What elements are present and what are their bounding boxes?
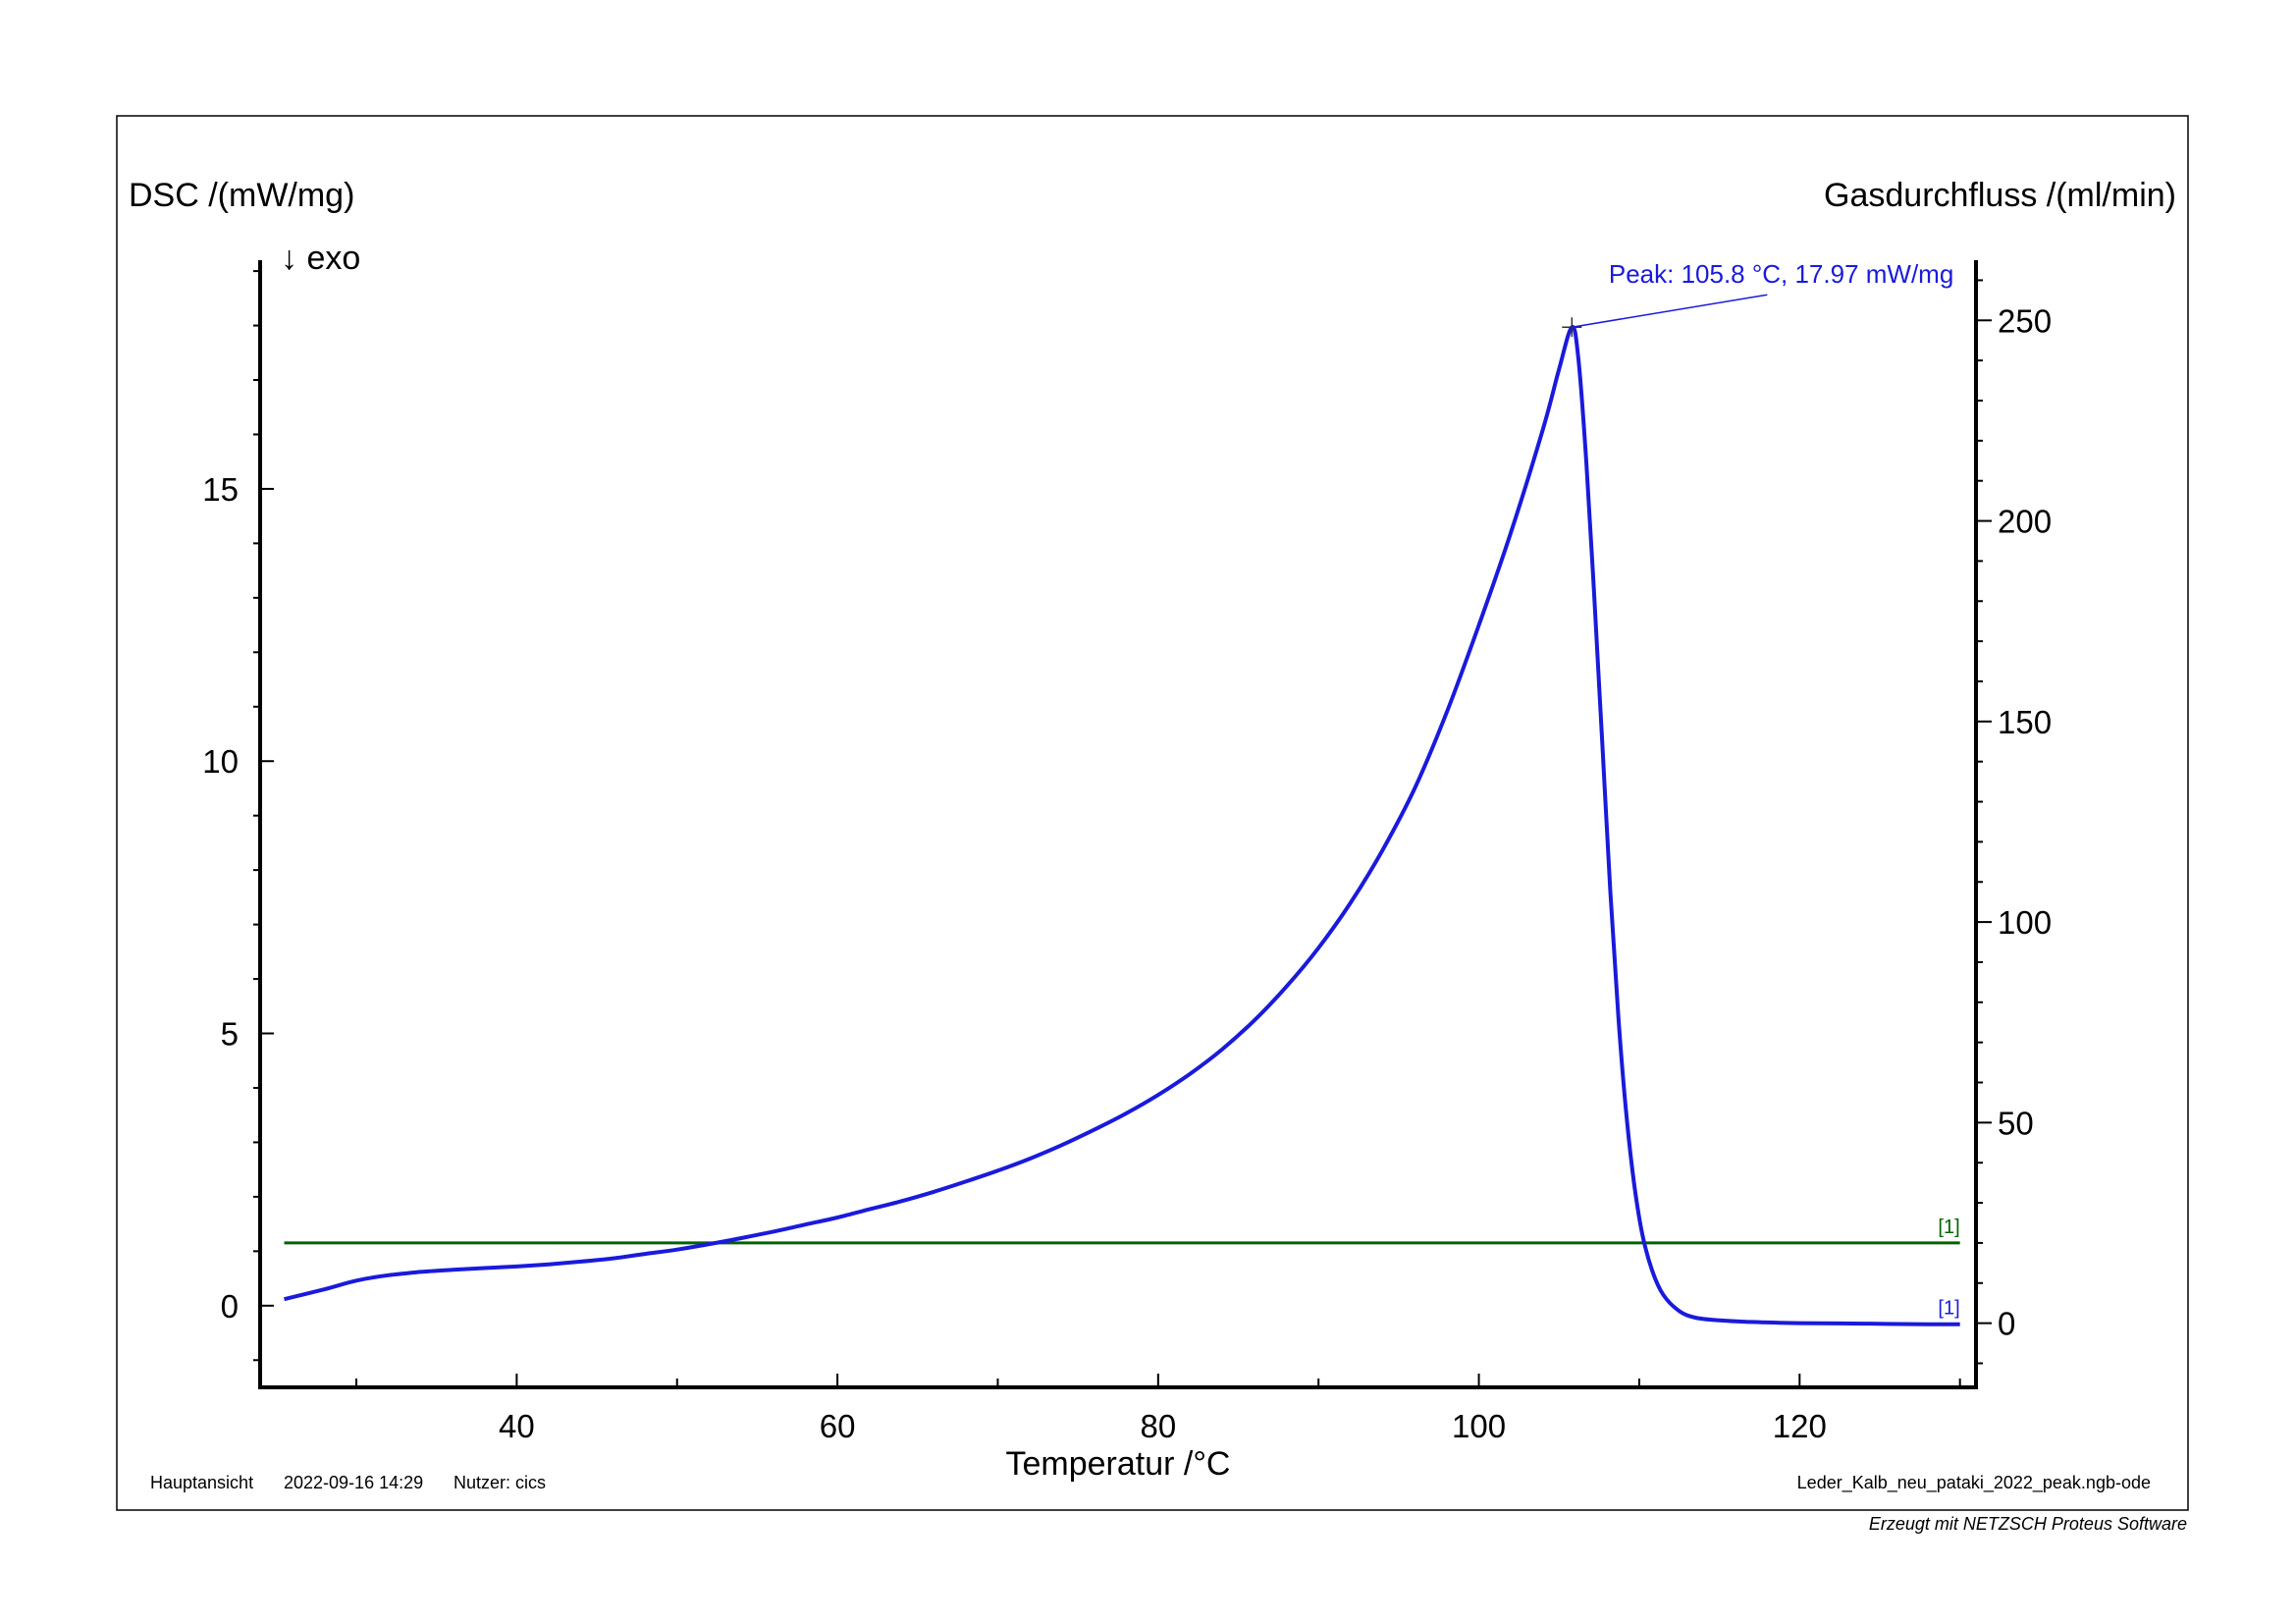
footer-software: Erzeugt mit NETZSCH Proteus Software [1869,1514,2187,1534]
x-tick-label: 60 [820,1408,856,1444]
y-right-tick-label: 200 [1998,504,2052,540]
dsc-curve [284,325,1960,1326]
chart-frame [116,115,2189,1511]
y-right-tick-label: 100 [1998,904,2052,941]
series-layer: [1] [1] [284,325,1960,1326]
x-tick-label: 100 [1452,1408,1506,1444]
peak-leader-line [1572,294,1768,328]
x-tick-label: 40 [499,1408,535,1444]
footer-view: Hauptansicht [150,1473,253,1492]
left-axis-title: DSC /(mW/mg) [129,177,354,214]
y-right-tick-label: 0 [1998,1306,2015,1342]
y-left-tick-label: 15 [202,471,239,508]
annotation-layer: Peak: 105.8 °C, 17.97 mW/mg [1562,259,1953,338]
dsc-curve-label: [1] [1938,1298,1959,1320]
y-left-tick-label: 0 [221,1288,239,1325]
y-right-tick-label: 150 [1998,704,2052,740]
footer-file: Leder_Kalb_neu_pataki_2022_peak.ngb-ode [1797,1473,2151,1493]
x-axis-title: Temperatur /°C [1005,1445,1230,1483]
x-tick-label: 80 [1140,1408,1176,1444]
y-left-tick-label: 5 [221,1016,239,1053]
x-tick-label: 120 [1773,1408,1827,1444]
exo-direction-label: ↓ exo [281,240,360,277]
peak-annotation: Peak: 105.8 °C, 17.97 mW/mg [1609,259,1953,289]
axes [258,260,1978,1389]
footer-user: Nutzer: cics [454,1473,546,1492]
right-axis-title: Gasdurchfluss /(ml/min) [1824,177,2176,214]
footer-datetime: 2022-09-16 14:29 [284,1473,423,1492]
y-right-tick-label: 250 [1998,302,2052,339]
gas-flow-line-label: [1] [1938,1217,1959,1238]
y-left-tick-label: 10 [202,743,239,780]
y-right-tick-label: 50 [1998,1105,2034,1141]
